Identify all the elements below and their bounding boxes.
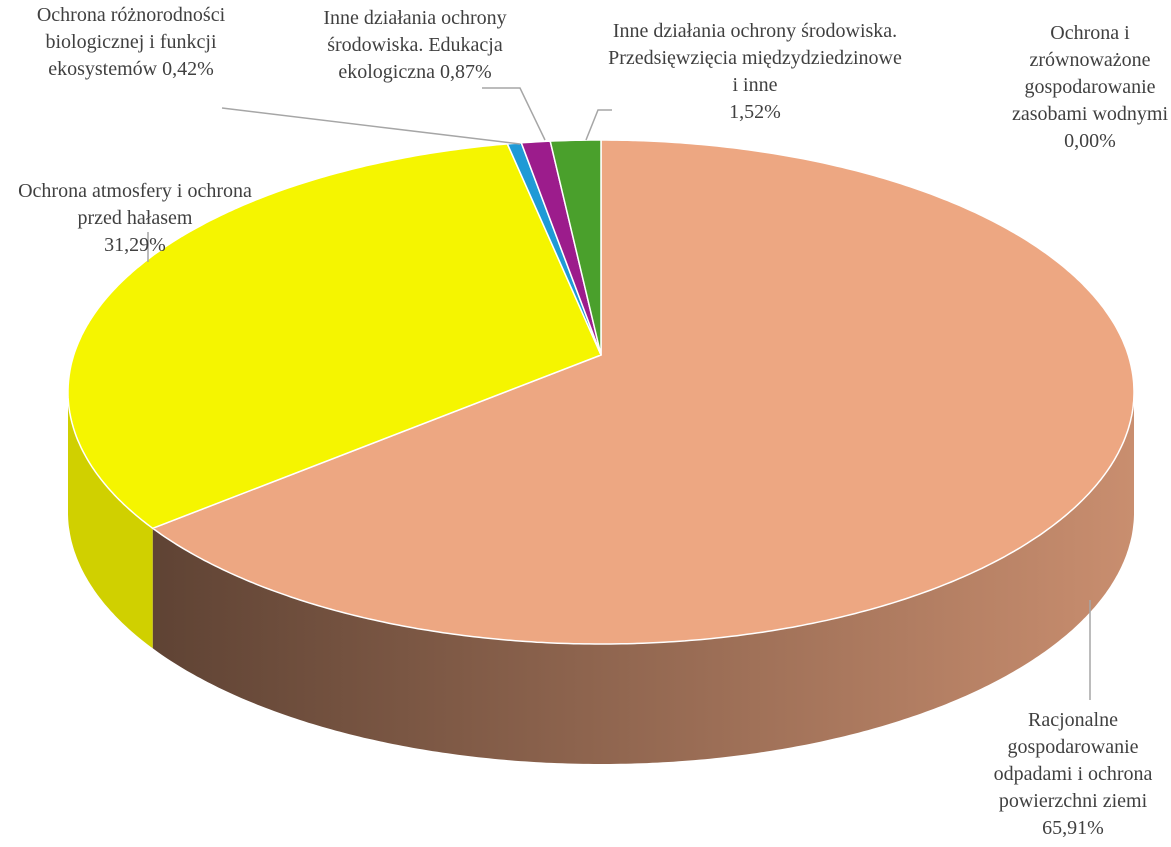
data-label: Ochrona różnorodności biologicznej i fun… <box>0 2 262 83</box>
label-value: 65,91% <box>1042 817 1104 839</box>
leader-line <box>482 87 546 141</box>
label-name: Inne działania ochrony środowiska. Przed… <box>608 20 902 96</box>
label-value: 0,00% <box>1064 130 1116 152</box>
slice-side <box>152 392 1134 764</box>
slice-side <box>68 392 153 649</box>
data-label: Inne działania ochrony środowiska. Eduka… <box>290 5 540 86</box>
label-name: Ochrona i zrównoważone gospodarowanie za… <box>1011 22 1169 125</box>
slice <box>549 139 602 356</box>
label-value: 31,29% <box>104 234 166 256</box>
data-label: Racjonalne gospodarowanie odpadami i och… <box>975 707 1171 842</box>
data-label: Inne działania ochrony środowiska. Przed… <box>605 18 905 126</box>
label-name: Racjonalne gospodarowanie odpadami i och… <box>993 709 1153 812</box>
label-value: 1,52% <box>729 101 781 123</box>
label-name: Inne działania ochrony środowiska. Eduka… <box>323 7 507 83</box>
leader-line <box>585 109 612 141</box>
data-label: Ochrona atmosfery i ochrona przed hałase… <box>5 178 265 259</box>
label-name: Ochrona różnorodności biologicznej i fun… <box>36 4 226 80</box>
label-name: Ochrona atmosfery i ochrona przed hałase… <box>18 180 252 229</box>
slice <box>520 140 602 356</box>
slice <box>67 143 603 530</box>
leader-line <box>221 107 521 145</box>
label-value: 0,42% <box>162 58 214 80</box>
data-label: Ochrona i zrównoważone gospodarowanie za… <box>1005 20 1171 155</box>
label-value: 0,87% <box>439 61 492 83</box>
slice <box>151 139 1135 645</box>
